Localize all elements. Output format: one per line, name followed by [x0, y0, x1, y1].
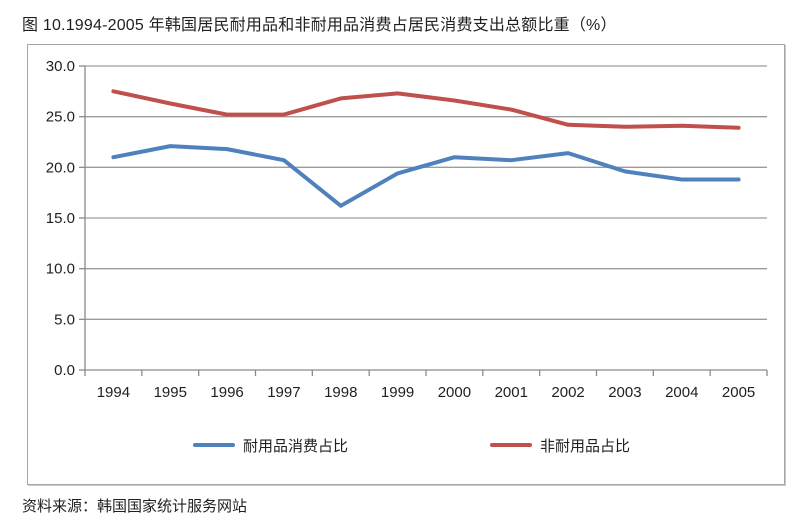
y-tick-label: 5.0	[54, 311, 75, 328]
source-note: 资料来源：韩国国家统计服务网站	[22, 498, 248, 515]
x-tick-label: 2001	[495, 384, 528, 401]
y-tick-label: 10.0	[46, 261, 75, 278]
x-tick-label: 1996	[210, 384, 243, 401]
x-tick-label: 1994	[97, 384, 130, 401]
x-tick-label: 2000	[438, 384, 471, 401]
y-tick-label: 0.0	[54, 362, 75, 379]
chart-area: 0.0 5.0 10.0 15.0 20.0 25.0 30.0 1994 1995 1996 19…	[27, 44, 785, 485]
legend-line-durables	[193, 443, 235, 447]
legend-label-durables: 耐用品消费占比	[243, 437, 349, 455]
x-tick-label: 2003	[608, 384, 641, 401]
x-tick-label: 2002	[551, 384, 584, 401]
legend-label-nondurables: 非耐用品占比	[540, 437, 631, 455]
line-chart: 0.0 5.0 10.0 15.0 20.0 25.0 30.0 1994 1995 1996 19…	[46, 58, 768, 401]
x-tick-label: 1995	[154, 384, 187, 401]
chart-title: 图 10.1994-2005 年韩国居民耐用品和非耐用品消费占居民消费支出总额比…	[22, 17, 617, 34]
legend-line-nondurables	[490, 443, 532, 447]
x-tick-label: 1998	[324, 384, 357, 401]
x-tick-label: 1997	[267, 384, 300, 401]
y-tick-label: 15.0	[46, 210, 75, 227]
y-tick-label: 25.0	[46, 109, 75, 126]
x-tick-label: 2005	[722, 384, 755, 401]
x-tick-label: 2004	[665, 384, 698, 401]
series-line-durables	[111, 144, 741, 208]
x-tick-label: 1999	[381, 384, 414, 401]
y-tick-label: 30.0	[46, 58, 75, 75]
legend-item-durables: 耐用品消费占比	[193, 436, 349, 455]
y-tick-label: 20.0	[46, 159, 75, 176]
legend-item-nondurables: 非耐用品占比	[490, 436, 631, 455]
series-line-nondurables	[111, 89, 741, 130]
